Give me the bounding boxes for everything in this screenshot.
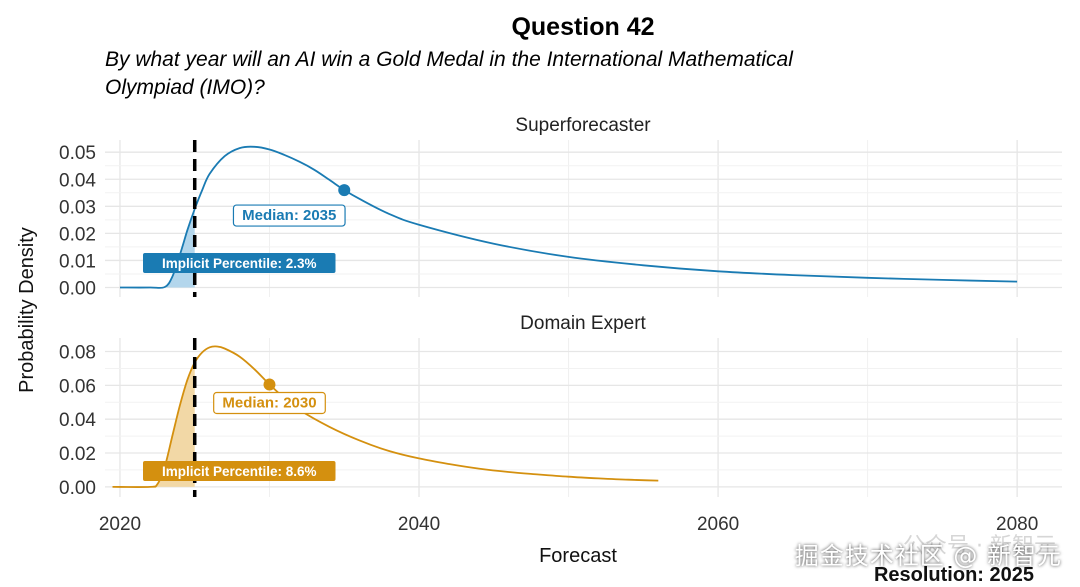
panel-title-superforecaster: Superforecaster xyxy=(515,115,651,136)
median-label: Median: 2030 xyxy=(213,391,326,415)
watermark-line-1: 公众号 · 新智元 xyxy=(903,534,1056,559)
y-axis-label: Probability Density xyxy=(16,227,38,393)
density-line xyxy=(119,145,1018,289)
y-tick-label: 0.04 xyxy=(59,170,96,191)
y-tick-label: 0.01 xyxy=(59,251,96,272)
median-label-box xyxy=(213,391,326,415)
x-tick-label: 2020 xyxy=(99,514,141,535)
x-tick-label: 2080 xyxy=(996,514,1038,535)
y-tick-label: 0.00 xyxy=(59,478,96,499)
y-tick-label: 0.00 xyxy=(59,279,96,300)
implicit-percentile-label: Implicit Percentile: 2.3% xyxy=(143,253,336,273)
shaded-area-before-resolution xyxy=(112,362,195,487)
implicit-percentile-text: Implicit Percentile: 2.3% xyxy=(162,256,317,271)
shaded-area-before-resolution xyxy=(119,209,195,288)
implicit-percentile-text: Implicit Percentile: 8.6% xyxy=(162,464,317,479)
y-tick-label: 0.02 xyxy=(59,444,96,465)
median-label-box xyxy=(232,204,346,227)
implicit-percentile-label: Implicit Percentile: 8.6% xyxy=(143,461,336,481)
chart-subtitle-line-1: By what year will an AI win a Gold Medal… xyxy=(105,48,794,71)
chart-title: Question 42 xyxy=(511,13,654,41)
implicit-percentile-box xyxy=(143,253,336,273)
chart-subtitle-line-2: Olympiad (IMO)? xyxy=(105,76,265,99)
x-tick-label: 2040 xyxy=(398,514,440,535)
panel-superforecaster: 0.00 0.01 0.02 0.03 0.04 0.05 Median: 2035 Impl… xyxy=(59,140,1062,300)
y-tick-label: 0.02 xyxy=(59,224,96,245)
y-tick-label: 0.05 xyxy=(59,143,96,164)
x-tick-label: 2060 xyxy=(697,514,739,535)
y-tick-label: 0.06 xyxy=(59,376,96,397)
grid xyxy=(105,140,1062,297)
panel-title-domain-expert: Domain Expert xyxy=(520,313,646,334)
y-tick-label: 0.03 xyxy=(59,197,96,218)
implicit-percentile-box xyxy=(143,461,336,481)
y-tick-label: 0.04 xyxy=(59,410,96,431)
median-point xyxy=(338,184,351,197)
median-label: Median: 2035 xyxy=(232,204,346,227)
median-label-text: Median: 2035 xyxy=(242,207,336,224)
x-axis-label: Forecast xyxy=(539,545,617,567)
resolution-label: Resolution: 2025 xyxy=(874,564,1034,586)
median-label-text: Median: 2030 xyxy=(222,395,316,412)
y-tick-label: 0.08 xyxy=(59,343,96,364)
median-point xyxy=(263,378,276,391)
watermark-line-2: 掘金技术社区 @ 新智元 xyxy=(794,542,1062,570)
panel-domain-expert: 0.00 0.02 0.04 0.06 0.08 Median: 2030 Implicit… xyxy=(59,338,1062,535)
